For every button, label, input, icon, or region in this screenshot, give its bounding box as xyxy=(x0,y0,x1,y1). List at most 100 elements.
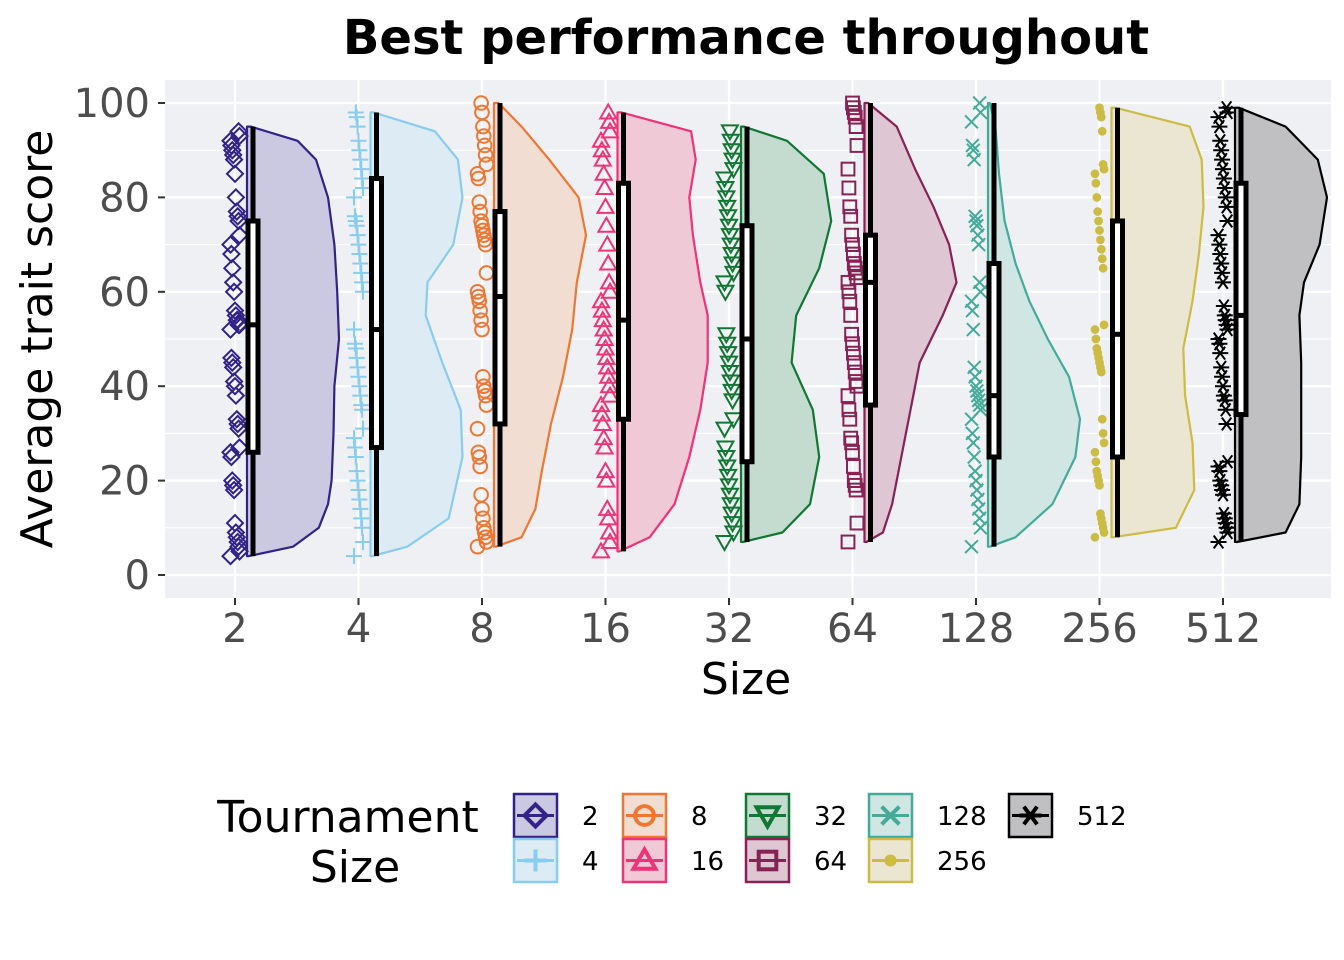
legend-title-line-2: Size xyxy=(310,842,400,893)
x-tick-label: 8 xyxy=(469,606,494,652)
data-point-16 xyxy=(597,357,618,375)
x-tick-label: 4 xyxy=(346,606,371,652)
data-point-32 xyxy=(721,133,741,151)
data-point-256 xyxy=(1091,457,1101,467)
box-2 xyxy=(245,218,261,455)
data-point-64 xyxy=(849,515,865,531)
legend-item-2: 2 xyxy=(512,792,599,839)
legend-label: 16 xyxy=(691,847,724,877)
data-point-16 xyxy=(600,531,620,549)
legend-item-4: 4 xyxy=(512,837,599,884)
data-point-4 xyxy=(346,335,363,352)
x-tick-label: 16 xyxy=(580,606,631,652)
data-point-64 xyxy=(848,374,864,389)
x-tick-label: 64 xyxy=(827,606,878,652)
data-point-2 xyxy=(225,164,245,184)
data-point-16 xyxy=(598,102,618,120)
data-point-8 xyxy=(471,194,488,210)
data-point-32 xyxy=(714,275,735,293)
y-axis-label: Average trait score xyxy=(12,130,63,549)
data-point-8 xyxy=(473,95,489,111)
data-point-64 xyxy=(842,411,858,427)
data-point-16 xyxy=(600,121,620,139)
box-4 xyxy=(369,176,384,451)
data-point-16 xyxy=(595,338,616,356)
data-point-2 xyxy=(225,301,245,321)
data-point-64 xyxy=(844,326,860,342)
data-point-32 xyxy=(715,284,736,302)
data-point-8 xyxy=(475,510,491,527)
data-point-2 xyxy=(224,372,244,391)
data-point-8 xyxy=(474,321,490,338)
data-point-8 xyxy=(472,203,489,220)
data-point-4 xyxy=(346,189,362,206)
data-point-32 xyxy=(721,383,742,401)
data-point-16 xyxy=(591,395,611,413)
data-point-64 xyxy=(846,345,861,361)
data-point-16 xyxy=(600,281,620,299)
legend-label: 2 xyxy=(582,802,599,832)
data-point-2 xyxy=(221,348,241,368)
data-point-32 xyxy=(719,478,739,496)
data-point-32 xyxy=(716,327,737,345)
data-point-64 xyxy=(842,199,858,215)
data-point-128 xyxy=(968,213,984,229)
data-point-64 xyxy=(845,444,860,460)
data-point-128 xyxy=(972,275,987,290)
data-point-64 xyxy=(844,227,860,243)
data-point-64 xyxy=(843,430,859,446)
data-point-16 xyxy=(598,366,618,384)
legend-item-512: 512 xyxy=(1007,792,1127,839)
data-point-128 xyxy=(967,360,982,375)
data-point-2 xyxy=(229,121,249,141)
data-point-32 xyxy=(721,374,741,392)
y-tick-label: 80 xyxy=(99,175,150,221)
x-tick-label: 32 xyxy=(704,606,755,652)
data-point-16 xyxy=(592,140,612,158)
data-point-16 xyxy=(600,385,620,403)
density-cloud-4 xyxy=(369,111,464,558)
data-point-8 xyxy=(469,166,486,182)
data-point-64 xyxy=(846,473,862,489)
data-point-512 xyxy=(1215,298,1232,313)
data-point-64 xyxy=(846,459,861,474)
data-point-256 xyxy=(1091,334,1101,344)
data-point-512 xyxy=(1219,454,1236,469)
data-point-32 xyxy=(721,497,741,515)
data-point-2 xyxy=(227,409,247,429)
data-point-512 xyxy=(1218,416,1235,431)
data-point-8 xyxy=(470,444,487,461)
legend-item-32: 32 xyxy=(744,792,847,839)
data-point-4 xyxy=(346,430,362,447)
legend-label: 256 xyxy=(937,847,987,877)
legend-item-64: 64 xyxy=(744,837,847,884)
box-128 xyxy=(986,260,1002,460)
data-point-2 xyxy=(221,442,240,462)
data-point-64 xyxy=(847,364,863,380)
data-point-32 xyxy=(723,162,744,180)
data-point-256 xyxy=(1096,509,1105,519)
data-point-8 xyxy=(476,137,493,154)
density-cloud-16 xyxy=(616,111,709,553)
data-point-512 xyxy=(1210,332,1227,346)
data-point-128 xyxy=(967,209,983,224)
y-tick-label: 40 xyxy=(99,364,150,410)
data-point-256 xyxy=(1098,429,1108,438)
data-point-64 xyxy=(846,246,861,262)
legend-label: 8 xyxy=(691,802,708,832)
density-cloud-64 xyxy=(863,101,958,544)
data-point-256 xyxy=(1092,193,1102,202)
data-point-2 xyxy=(222,258,242,278)
legend-marker-circle xyxy=(633,804,656,827)
data-point-16 xyxy=(593,310,613,328)
data-point-16 xyxy=(595,461,616,479)
box-512 xyxy=(1233,180,1249,418)
data-point-64 xyxy=(841,180,857,196)
data-point-16 xyxy=(596,215,617,233)
data-point-16 xyxy=(593,319,614,337)
data-point-32 xyxy=(721,143,742,161)
data-point-32 xyxy=(715,180,736,198)
data-point-16 xyxy=(598,253,618,271)
data-point-128 xyxy=(966,143,981,158)
data-point-32 xyxy=(714,171,735,189)
